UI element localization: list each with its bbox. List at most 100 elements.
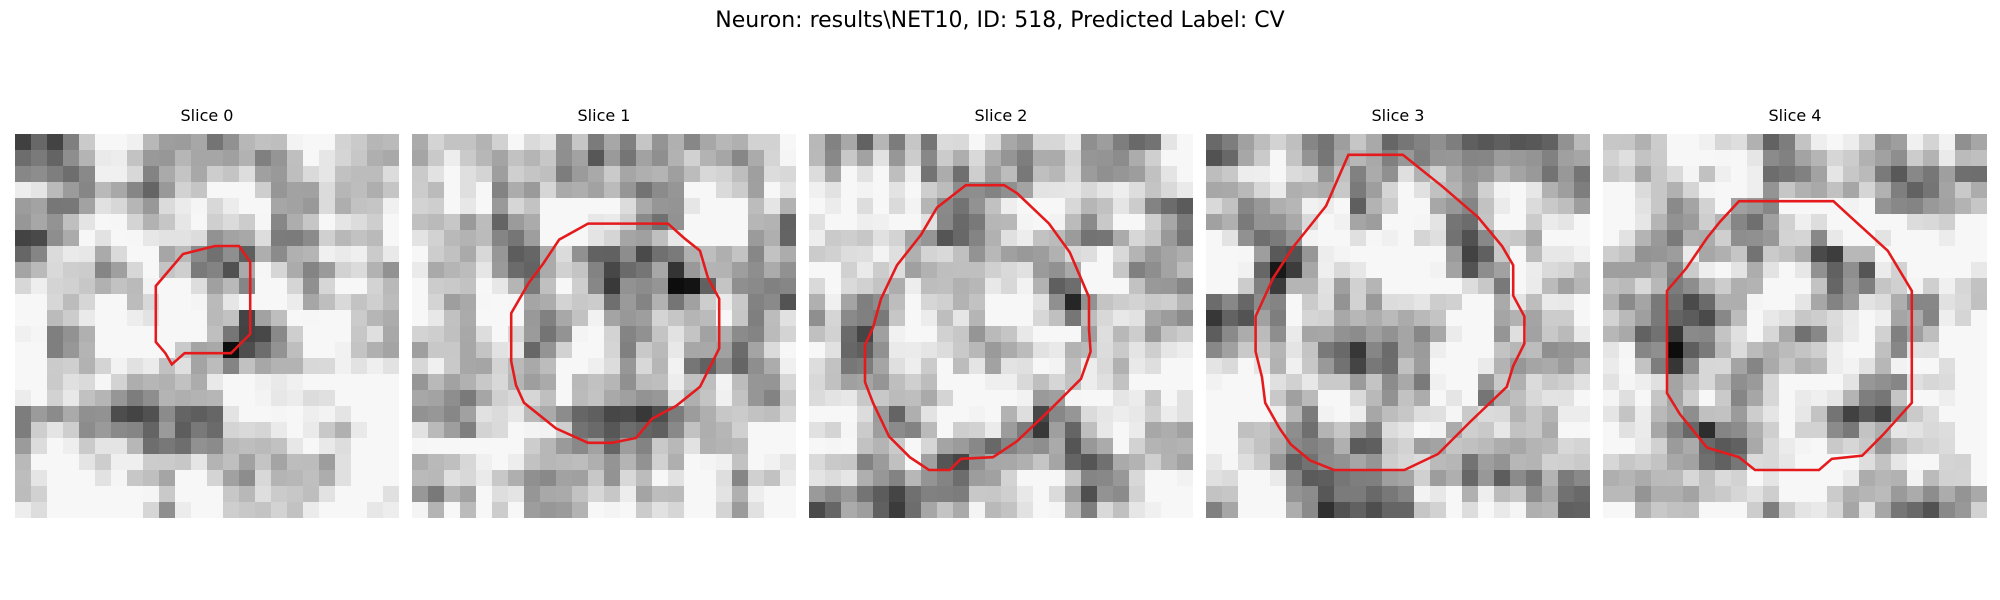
image-pixel — [604, 278, 621, 295]
image-pixel — [1001, 246, 1018, 263]
image-pixel — [1001, 358, 1018, 375]
image-pixel — [1430, 454, 1447, 471]
image-pixel — [428, 390, 445, 407]
image-pixel — [1715, 230, 1732, 247]
image-pixel — [1334, 134, 1351, 151]
image-pixel — [732, 454, 749, 471]
image-pixel — [159, 502, 176, 518]
image-pixel — [1065, 230, 1082, 247]
image-pixel — [95, 166, 112, 183]
image-pixel — [969, 198, 986, 215]
image-pixel — [841, 230, 858, 247]
image-pixel — [1097, 230, 1114, 247]
image-pixel — [271, 214, 288, 231]
image-pixel — [1843, 198, 1860, 215]
image-pixel — [303, 230, 320, 247]
image-pixel — [1651, 406, 1668, 423]
image-pixel — [271, 262, 288, 279]
image-pixel — [540, 230, 557, 247]
image-pixel — [1446, 198, 1463, 215]
image-pixel — [1462, 326, 1479, 343]
image-pixel — [1923, 262, 1940, 279]
image-pixel — [15, 230, 32, 247]
image-pixel — [15, 278, 32, 295]
image-pixel — [492, 134, 509, 151]
image-pixel — [556, 246, 573, 263]
image-pixel — [668, 278, 685, 295]
image-pixel — [1033, 278, 1050, 295]
image-pixel — [1113, 470, 1130, 487]
image-pixel — [1350, 214, 1367, 231]
image-pixel — [1843, 406, 1860, 423]
image-pixel — [1001, 422, 1018, 439]
image-pixel — [1875, 278, 1892, 295]
image-pixel — [1795, 454, 1812, 471]
neuron-contour — [509, 222, 721, 445]
image-pixel — [953, 406, 970, 423]
image-pixel — [460, 406, 477, 423]
image-pixel — [127, 310, 144, 327]
image-pixel — [1350, 294, 1367, 311]
image-pixel — [271, 134, 288, 151]
image-pixel — [1270, 150, 1287, 167]
image-pixel — [1939, 342, 1956, 359]
image-pixel — [1129, 182, 1146, 199]
image-pixel — [1113, 294, 1130, 311]
image-pixel — [1478, 358, 1495, 375]
image-pixel — [207, 134, 224, 151]
image-pixel — [1731, 470, 1748, 487]
image-pixel — [1699, 374, 1716, 391]
image-pixel — [1574, 294, 1590, 311]
image-pixel — [1270, 486, 1287, 503]
image-pixel — [79, 262, 96, 279]
image-pixel — [1494, 486, 1511, 503]
image-pixel — [412, 294, 429, 311]
image-pixel — [1254, 454, 1271, 471]
image-pixel — [604, 358, 621, 375]
image-pixel — [1526, 214, 1543, 231]
image-pixel — [1971, 374, 1987, 391]
image-pixel — [636, 262, 653, 279]
image-pixel — [1462, 374, 1479, 391]
image-pixel — [1683, 438, 1700, 455]
image-pixel — [1795, 358, 1812, 375]
image-pixel — [175, 406, 192, 423]
image-pixel — [1795, 230, 1812, 247]
image-pixel — [1145, 310, 1162, 327]
image-pixel — [1510, 422, 1527, 439]
image-pixel — [1081, 182, 1098, 199]
image-pixel — [508, 454, 525, 471]
image-pixel — [1430, 294, 1447, 311]
image-pixel — [1302, 246, 1319, 263]
image-pixel — [809, 326, 826, 343]
image-pixel — [1939, 246, 1956, 263]
image-pixel — [1955, 198, 1972, 215]
image-pixel — [239, 278, 256, 295]
image-pixel — [524, 214, 541, 231]
image-pixel — [476, 198, 493, 215]
image-pixel — [764, 454, 781, 471]
image-pixel — [1129, 214, 1146, 231]
image-pixel — [1619, 326, 1636, 343]
image-pixel — [1414, 278, 1431, 295]
image-pixel — [1302, 342, 1319, 359]
image-pixel — [540, 310, 557, 327]
image-pixel — [1222, 230, 1239, 247]
image-pixel — [684, 150, 701, 167]
image-pixel — [1081, 262, 1098, 279]
image-pixel — [271, 150, 288, 167]
image-pixel — [857, 230, 874, 247]
image-pixel — [841, 406, 858, 423]
image-pixel — [319, 198, 336, 215]
image-pixel — [780, 502, 796, 518]
image-pixel — [1683, 294, 1700, 311]
image-pixel — [15, 438, 32, 455]
image-pixel — [1017, 134, 1034, 151]
image-pixel — [825, 358, 842, 375]
image-pixel — [937, 326, 954, 343]
image-pixel — [1270, 230, 1287, 247]
image-pixel — [1334, 342, 1351, 359]
image-pixel — [1955, 150, 1972, 167]
image-pixel — [1462, 342, 1479, 359]
image-pixel — [668, 502, 685, 518]
